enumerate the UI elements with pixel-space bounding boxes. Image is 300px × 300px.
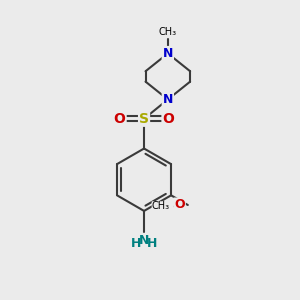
Text: H: H	[130, 237, 141, 250]
Text: H: H	[147, 237, 158, 250]
Text: O: O	[163, 112, 174, 126]
Text: N: N	[163, 93, 173, 106]
Text: S: S	[139, 112, 149, 126]
Text: CH₃: CH₃	[159, 27, 177, 37]
Text: N: N	[139, 234, 149, 247]
Text: N: N	[163, 47, 173, 60]
Text: O: O	[174, 199, 185, 212]
Text: O: O	[114, 112, 126, 126]
Text: CH₃: CH₃	[152, 202, 170, 212]
